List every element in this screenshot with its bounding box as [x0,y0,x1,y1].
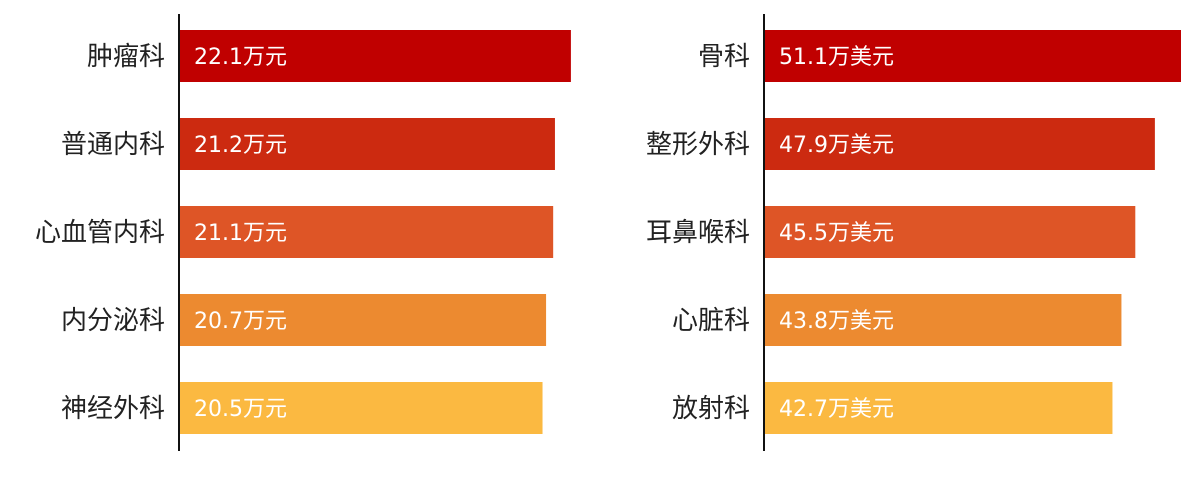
category-label-left-5: 神经外科 [61,394,165,424]
category-label-left-3: 心血管内科 [35,218,165,248]
value-label-left-3: 21.1万元 [194,221,287,246]
bar-left-2 [179,118,555,170]
bar-right-4 [764,294,1122,346]
value-label-right-2: 47.9万美元 [779,133,894,158]
category-label-right-4: 心脏科 [672,306,750,336]
bar-right-5 [764,382,1113,434]
bar-left-4 [179,294,547,346]
bar-right-2 [764,118,1155,170]
value-label-right-5: 42.7万美元 [779,397,894,422]
category-label-right-3: 耳鼻喉科 [646,218,750,248]
bar-left-1 [179,30,571,82]
value-label-left-5: 20.5万元 [194,397,287,422]
bar-right-1 [764,30,1181,82]
value-label-right-4: 43.8万美元 [779,309,894,334]
value-label-left-4: 20.7万元 [194,309,287,334]
category-label-right-5: 放射科 [672,394,750,424]
category-label-left-1: 肿瘤科 [87,42,165,72]
value-label-left-2: 21.2万元 [194,133,287,158]
category-label-right-2: 整形外科 [646,130,750,160]
bar-left-5 [179,382,543,434]
category-label-left-4: 内分泌科 [61,306,165,336]
value-label-right-3: 45.5万美元 [779,221,894,246]
value-label-left-1: 22.1万元 [194,45,287,70]
bar-left-3 [179,206,554,258]
bar-right-3 [764,206,1136,258]
category-label-left-2: 普通内科 [61,130,165,160]
category-label-right-1: 骨科 [698,42,750,72]
value-label-right-1: 51.1万美元 [779,45,894,70]
